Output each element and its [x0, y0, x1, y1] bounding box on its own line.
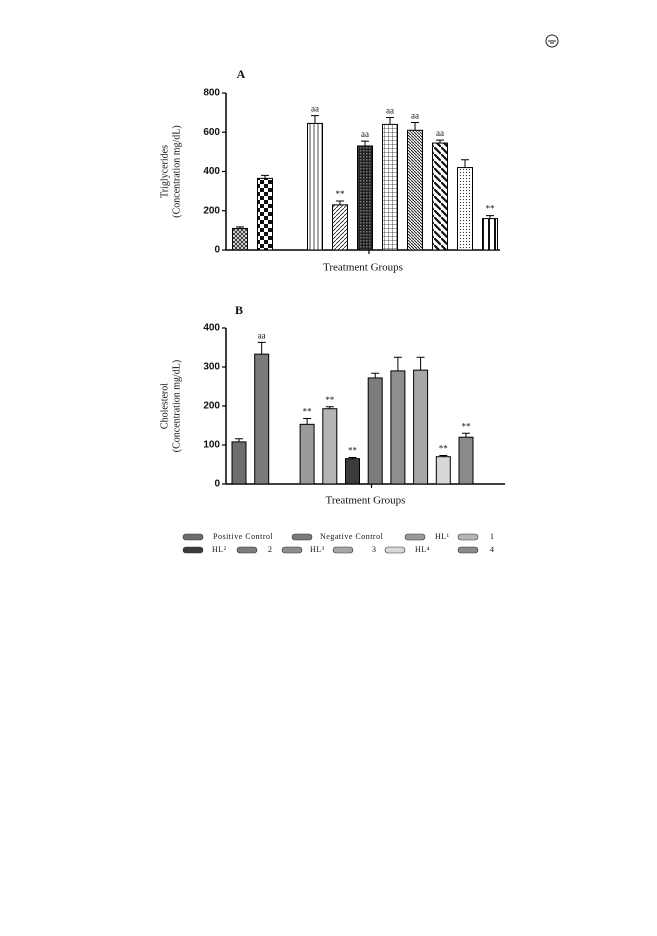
y-tick-label: 0 — [214, 245, 220, 256]
bar-annotation: aa — [311, 104, 319, 114]
error-bar — [439, 455, 448, 457]
error-bar — [348, 456, 357, 459]
x-axis-label: Treatment Groups — [326, 495, 406, 507]
legend-swatch — [291, 533, 313, 541]
bar — [482, 218, 498, 251]
error-bar — [336, 200, 344, 205]
bar-annotation: ** — [486, 204, 496, 214]
y-axis-label: Triglycerides — [159, 145, 170, 198]
error-bar — [416, 356, 425, 371]
error-bar — [462, 432, 470, 438]
bar — [299, 423, 315, 485]
legend-swatch — [182, 546, 204, 554]
bar-annotation: aa — [258, 330, 266, 340]
bar — [390, 370, 406, 485]
bar-annotation: ** — [325, 395, 335, 405]
legend-swatch — [457, 533, 479, 541]
bar — [307, 122, 323, 251]
legend-label: HL² — [212, 545, 227, 554]
legend-swatch — [182, 533, 204, 541]
legend-label: HL³ — [310, 545, 325, 554]
error-bar — [386, 117, 394, 125]
legend-swatch — [457, 546, 479, 554]
bar — [413, 369, 429, 485]
bar-annotation: ** — [348, 446, 358, 456]
y-tick-label: 200 — [203, 401, 220, 412]
legend-swatch — [332, 546, 354, 554]
bar — [231, 441, 247, 485]
bar — [407, 129, 423, 251]
y-axis-label: (Concentration mg/dL) — [171, 360, 182, 452]
legend-swatch — [236, 546, 258, 554]
bar — [345, 458, 360, 485]
legend-label: Negative Control — [320, 532, 384, 541]
error-bar — [235, 438, 243, 442]
error-bar — [361, 140, 369, 146]
y-tick-label: 400 — [203, 323, 220, 334]
legend-label: HL⁴ — [415, 545, 430, 554]
y-tick-label: 200 — [203, 205, 220, 216]
bar — [257, 177, 273, 251]
error-bar — [303, 417, 312, 425]
bar-annotation: aa — [411, 111, 419, 121]
bar-annotation: ** — [303, 407, 313, 417]
y-tick-label: 300 — [203, 362, 220, 373]
bar — [435, 456, 451, 485]
error-bar — [393, 356, 402, 371]
bar-annotation: aa — [436, 128, 444, 138]
y-tick-label: 600 — [203, 127, 220, 138]
legend-swatch — [281, 546, 303, 554]
chart-title: B — [235, 303, 243, 317]
bar — [432, 142, 448, 251]
y-tick-label: 800 — [203, 88, 220, 99]
legend-swatch — [384, 546, 406, 554]
bar — [457, 167, 473, 251]
bar-annotation: aa — [361, 129, 369, 139]
bar-annotation: ** — [439, 444, 449, 454]
error-bar — [411, 121, 419, 131]
bar — [458, 436, 474, 485]
bar — [367, 377, 383, 485]
page-icon — [545, 34, 559, 48]
error-bar — [486, 215, 494, 219]
chart-title: A — [237, 67, 246, 81]
legend-label: HL¹ — [435, 532, 450, 541]
error-bar — [461, 159, 469, 168]
bar-annotation: ** — [336, 189, 346, 199]
y-tick-label: 400 — [203, 166, 220, 177]
error-bar — [236, 226, 244, 229]
bar — [232, 227, 248, 251]
error-bar — [311, 115, 319, 124]
bar — [382, 123, 398, 251]
error-bar — [436, 139, 444, 144]
y-axis-label: (Concentration mg/dL) — [171, 125, 182, 217]
y-tick-label: 0 — [214, 479, 220, 490]
error-bar — [371, 372, 380, 378]
bar — [357, 145, 373, 251]
legend-label: 2 — [268, 545, 273, 554]
bar — [322, 408, 338, 485]
error-bar — [261, 174, 269, 179]
error-bar — [325, 406, 334, 409]
bar — [332, 204, 348, 251]
legend-label: 1 — [490, 532, 495, 541]
x-axis-label: Treatment Groups — [323, 262, 403, 274]
legend-label: 4 — [490, 545, 495, 554]
legend-label: Positive Control — [213, 532, 274, 541]
legend-label: 3 — [372, 545, 377, 554]
bar-annotation: ** — [462, 421, 472, 431]
y-tick-label: 100 — [203, 440, 220, 451]
y-axis-label: Cholesterol — [159, 383, 170, 429]
legend-swatch — [404, 533, 426, 541]
error-bar — [257, 341, 266, 355]
bar — [254, 353, 270, 485]
bar-annotation: aa — [386, 106, 394, 116]
